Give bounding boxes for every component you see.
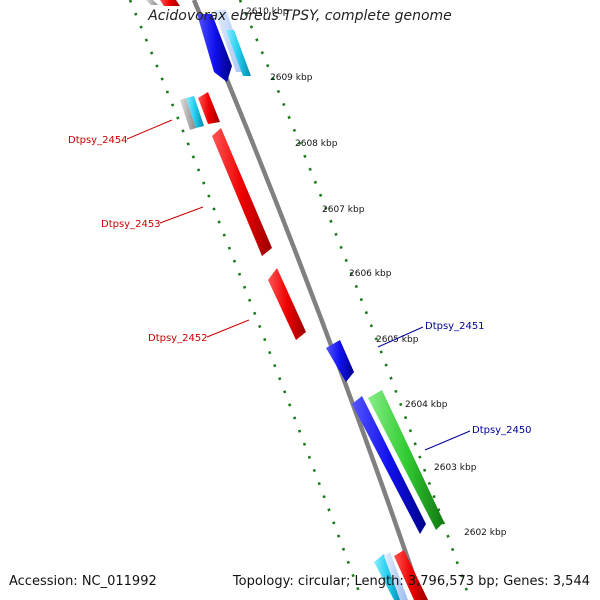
gene-arrow-blue-2451 — [326, 340, 354, 382]
tick-label: 2603 kbp — [434, 463, 477, 473]
gene-arrow-gray-small — [180, 98, 196, 130]
gene-arrow-red-2454 — [198, 92, 220, 124]
gene-label-2451[interactable]: Dtpsy_2451 — [425, 321, 485, 332]
tick-label: 2606 kbp — [349, 269, 392, 279]
gene-label-2454[interactable]: Dtpsy_2454 — [68, 135, 128, 146]
gene-labels: Dtpsy_2454 Dtpsy_2453 Dtpsy_2452 Dtpsy_2… — [68, 135, 532, 436]
map-title: Acidovorax ebreus TPSY, complete genome — [148, 8, 452, 24]
ruler-outer — [238, 0, 472, 600]
genome-summary: Topology: circular; Length: 3,796,573 bp… — [233, 574, 590, 589]
ruler-inner — [128, 0, 364, 600]
tick-label: 2602 kbp — [464, 528, 507, 538]
tick-label: 2608 kbp — [295, 139, 338, 149]
tick-label: 2607 kbp — [322, 205, 365, 215]
top-gene-cluster — [146, 0, 251, 82]
tick-labels: 2610 kbp 2609 kbp 2608 kbp 2607 kbp 2606… — [246, 7, 507, 538]
gene-arrow-red-2453 — [212, 128, 272, 256]
gene-arrow-cyan-small — [186, 96, 204, 128]
gene-arrow-red-2452 — [268, 268, 306, 340]
length-text: Length: 3,796,573 bp; — [354, 574, 504, 589]
tick-label: 2610 kbp — [246, 7, 289, 17]
gene-arrow-lightblue-bottom — [384, 552, 408, 600]
gene-arrow-cyan — [226, 30, 251, 76]
gene-arrow-cyan-bottom — [374, 554, 402, 600]
gene-label-2453[interactable]: Dtpsy_2453 — [101, 219, 161, 230]
gene-arrow-blue-top — [197, 14, 232, 82]
gene-arrow-gray — [146, 0, 158, 5]
genome-backbone — [191, 0, 425, 600]
label-leaders — [126, 119, 471, 451]
tick-label: 2604 kbp — [405, 400, 448, 410]
topology-text: Topology: circular; — [232, 574, 355, 589]
tick-label: 2609 kbp — [270, 73, 313, 83]
gene-label-2452[interactable]: Dtpsy_2452 — [148, 333, 208, 344]
gene-arrow-red-bottom — [394, 550, 428, 600]
gene-arrow-blue-long — [352, 396, 426, 534]
gene-cluster-2454 — [180, 92, 220, 130]
gene-arrow-green-2450 — [368, 390, 444, 530]
genes-text: Genes: 3,544 — [503, 574, 590, 589]
accession-text: Accession: NC_011992 — [9, 574, 157, 589]
tick-label: 2605 kbp — [376, 335, 419, 345]
gene-label-2450[interactable]: Dtpsy_2450 — [472, 425, 532, 436]
gene-arrow-red-top — [160, 0, 180, 6]
bottom-gene-cluster — [374, 550, 428, 600]
